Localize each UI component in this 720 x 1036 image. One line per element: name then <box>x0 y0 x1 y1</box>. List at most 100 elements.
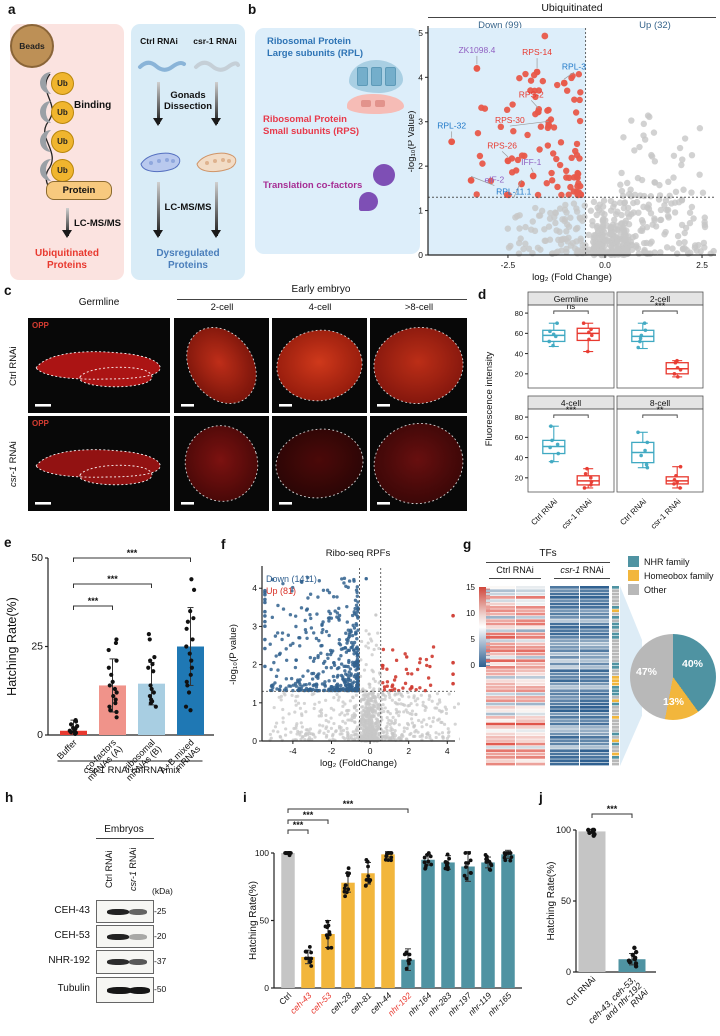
svg-text:log₂ (Fold Change): log₂ (Fold Change) <box>532 272 612 283</box>
svg-text:0: 0 <box>37 729 43 741</box>
svg-text:40: 40 <box>515 453 523 462</box>
svg-text:Fluorescence intensity: Fluorescence intensity <box>484 351 495 446</box>
row-label-csr1-rnai: csr-1 RNAi <box>8 441 19 487</box>
svg-text:0.0: 0.0 <box>599 260 611 270</box>
embryo-micrograph <box>370 416 467 511</box>
svg-text:Germline: Germline <box>554 294 589 304</box>
ubiquitinated-proteins-label: Ubiquitinated Proteins <box>35 248 99 271</box>
molecular-weight-label: -37 <box>154 956 167 966</box>
svg-text:Hatching Rate(%): Hatching Rate(%) <box>546 862 557 941</box>
germline-micrograph: OPP <box>28 318 170 413</box>
dysregulation-workflow-box: Ctrl RNAi csr-1 RNAi Gonads Dissection L… <box>131 24 245 280</box>
ub-label: Ub <box>57 166 68 175</box>
blot-lane-box <box>96 950 154 974</box>
protein-band <box>107 908 129 915</box>
protein-band <box>129 908 147 915</box>
colorbar-tick: 10 <box>466 609 475 618</box>
large-ribosome-icon <box>349 60 403 93</box>
svg-text:csr-1 RNAi+mRNA mix: csr-1 RNAi+mRNA mix <box>84 765 181 776</box>
cofactor-icon <box>373 164 395 186</box>
svg-text:RPS-14: RPS-14 <box>522 47 552 57</box>
col-header-8cell: >8-cell <box>404 302 434 313</box>
svg-text:ceh-81: ceh-81 <box>348 990 374 1016</box>
svg-text:-2: -2 <box>328 746 336 756</box>
gonads-dissection-label: Gonads Dissection <box>163 90 213 113</box>
lcmsms-label: LC-MS/MS <box>164 202 212 213</box>
legend-rpl-label: Ribosomal Protein Large subunits (RPL) <box>267 36 364 59</box>
ubiquitinated-header: Ubiquitinated <box>541 2 603 14</box>
svg-text:1: 1 <box>418 206 423 216</box>
fluorescence-boxplots: Fluorescence intensity Germline 20 40 60 80 ns… <box>484 291 704 531</box>
svg-text:eIF-2: eIF-2 <box>484 175 504 185</box>
down-arrow-icon <box>211 182 220 238</box>
germline-micrograph: OPP <box>28 416 170 511</box>
ctrl-rnai-label: Ctrl RNAi <box>140 36 178 46</box>
embryo-micrograph <box>174 416 269 511</box>
beads-label: Beads <box>19 41 45 51</box>
svg-text:1: 1 <box>252 698 257 708</box>
panel-letter-a: a <box>8 2 16 17</box>
svg-text:csr-1 RNAi: csr-1 RNAi <box>649 497 683 531</box>
kda-label: (kDa) <box>152 886 173 896</box>
blot-row-label: NHR-192 <box>48 955 90 966</box>
svg-text:RPS-2: RPS-2 <box>519 89 544 99</box>
gonads-icon <box>140 152 237 173</box>
pie-label-other: 47% <box>636 666 658 678</box>
svg-text:IFF-1: IFF-1 <box>521 157 542 167</box>
panel-letter-h: h <box>5 790 14 805</box>
svg-text:Buffer: Buffer <box>55 737 79 761</box>
col-underline <box>489 578 541 579</box>
embryos-header: Embryos <box>104 824 144 835</box>
legend-item: Other <box>628 584 714 595</box>
svg-text:100: 100 <box>255 848 269 858</box>
svg-text:-2.5: -2.5 <box>501 260 516 270</box>
protein-band <box>129 933 147 940</box>
ub-label: Ub <box>57 79 68 88</box>
svg-text:RPS-30: RPS-30 <box>495 115 525 125</box>
protein-band <box>107 959 129 965</box>
svg-text:ceh-53: ceh-53 <box>308 990 334 1016</box>
col-header-2cell: 2-cell <box>210 302 234 313</box>
protein-label: Protein <box>62 185 96 196</box>
svg-text:-log₁₀(P value): -log₁₀(P value) <box>228 624 239 685</box>
protein-band <box>129 959 147 965</box>
svg-text:ns: ns <box>567 302 575 311</box>
panel-letter-f: f <box>221 537 226 552</box>
binding-label: Binding <box>74 100 112 111</box>
pie-label-homeobox: 13% <box>663 696 685 708</box>
panel-letter-b: b <box>248 2 257 17</box>
panel-letter-c: c <box>4 283 12 298</box>
colorbar-tick: 5 <box>470 635 475 644</box>
csr1-rnai-label: csr-1 RNAi <box>193 36 237 46</box>
panel-letter-g: g <box>463 537 472 552</box>
colorbar-tick: 15 <box>466 583 475 592</box>
stain-label-opp: OPP <box>32 419 49 428</box>
worms-icon <box>138 60 240 72</box>
germline-column-header: Germline <box>78 297 120 308</box>
svg-text:25: 25 <box>31 641 43 653</box>
tf-family-pie-chart: 40% 13% 47% <box>630 634 716 720</box>
svg-text:***: *** <box>88 596 99 606</box>
protein-box: Protein <box>46 181 112 200</box>
svg-text:***: *** <box>566 405 577 415</box>
header-divider <box>177 299 467 300</box>
lcmsms-label: LC-MS/MS <box>74 218 121 229</box>
svg-text:-4: -4 <box>289 746 297 756</box>
legend-swatch <box>628 556 639 567</box>
svg-text:***: *** <box>655 301 666 311</box>
svg-text:ZK1098.4: ZK1098.4 <box>458 45 495 55</box>
svg-text:0: 0 <box>368 746 373 756</box>
svg-text:RPL-32: RPL-32 <box>437 120 466 130</box>
molecular-weight-label: -50 <box>154 984 167 994</box>
svg-text:2.5: 2.5 <box>696 260 708 270</box>
stain-label-opp: OPP <box>32 321 49 330</box>
heatmap-colorbar <box>479 587 490 667</box>
svg-text:4: 4 <box>445 746 450 756</box>
panel-letter-d: d <box>478 287 487 302</box>
e2-crescent-icon <box>40 72 51 94</box>
heatmap-col-ctrl: Ctrl RNAi <box>496 565 534 575</box>
svg-text:RPL-3: RPL-3 <box>562 61 586 71</box>
svg-text:60: 60 <box>515 329 523 338</box>
svg-text:co-factorsmRNAs (A): co-factorsmRNAs (A) <box>79 737 125 783</box>
